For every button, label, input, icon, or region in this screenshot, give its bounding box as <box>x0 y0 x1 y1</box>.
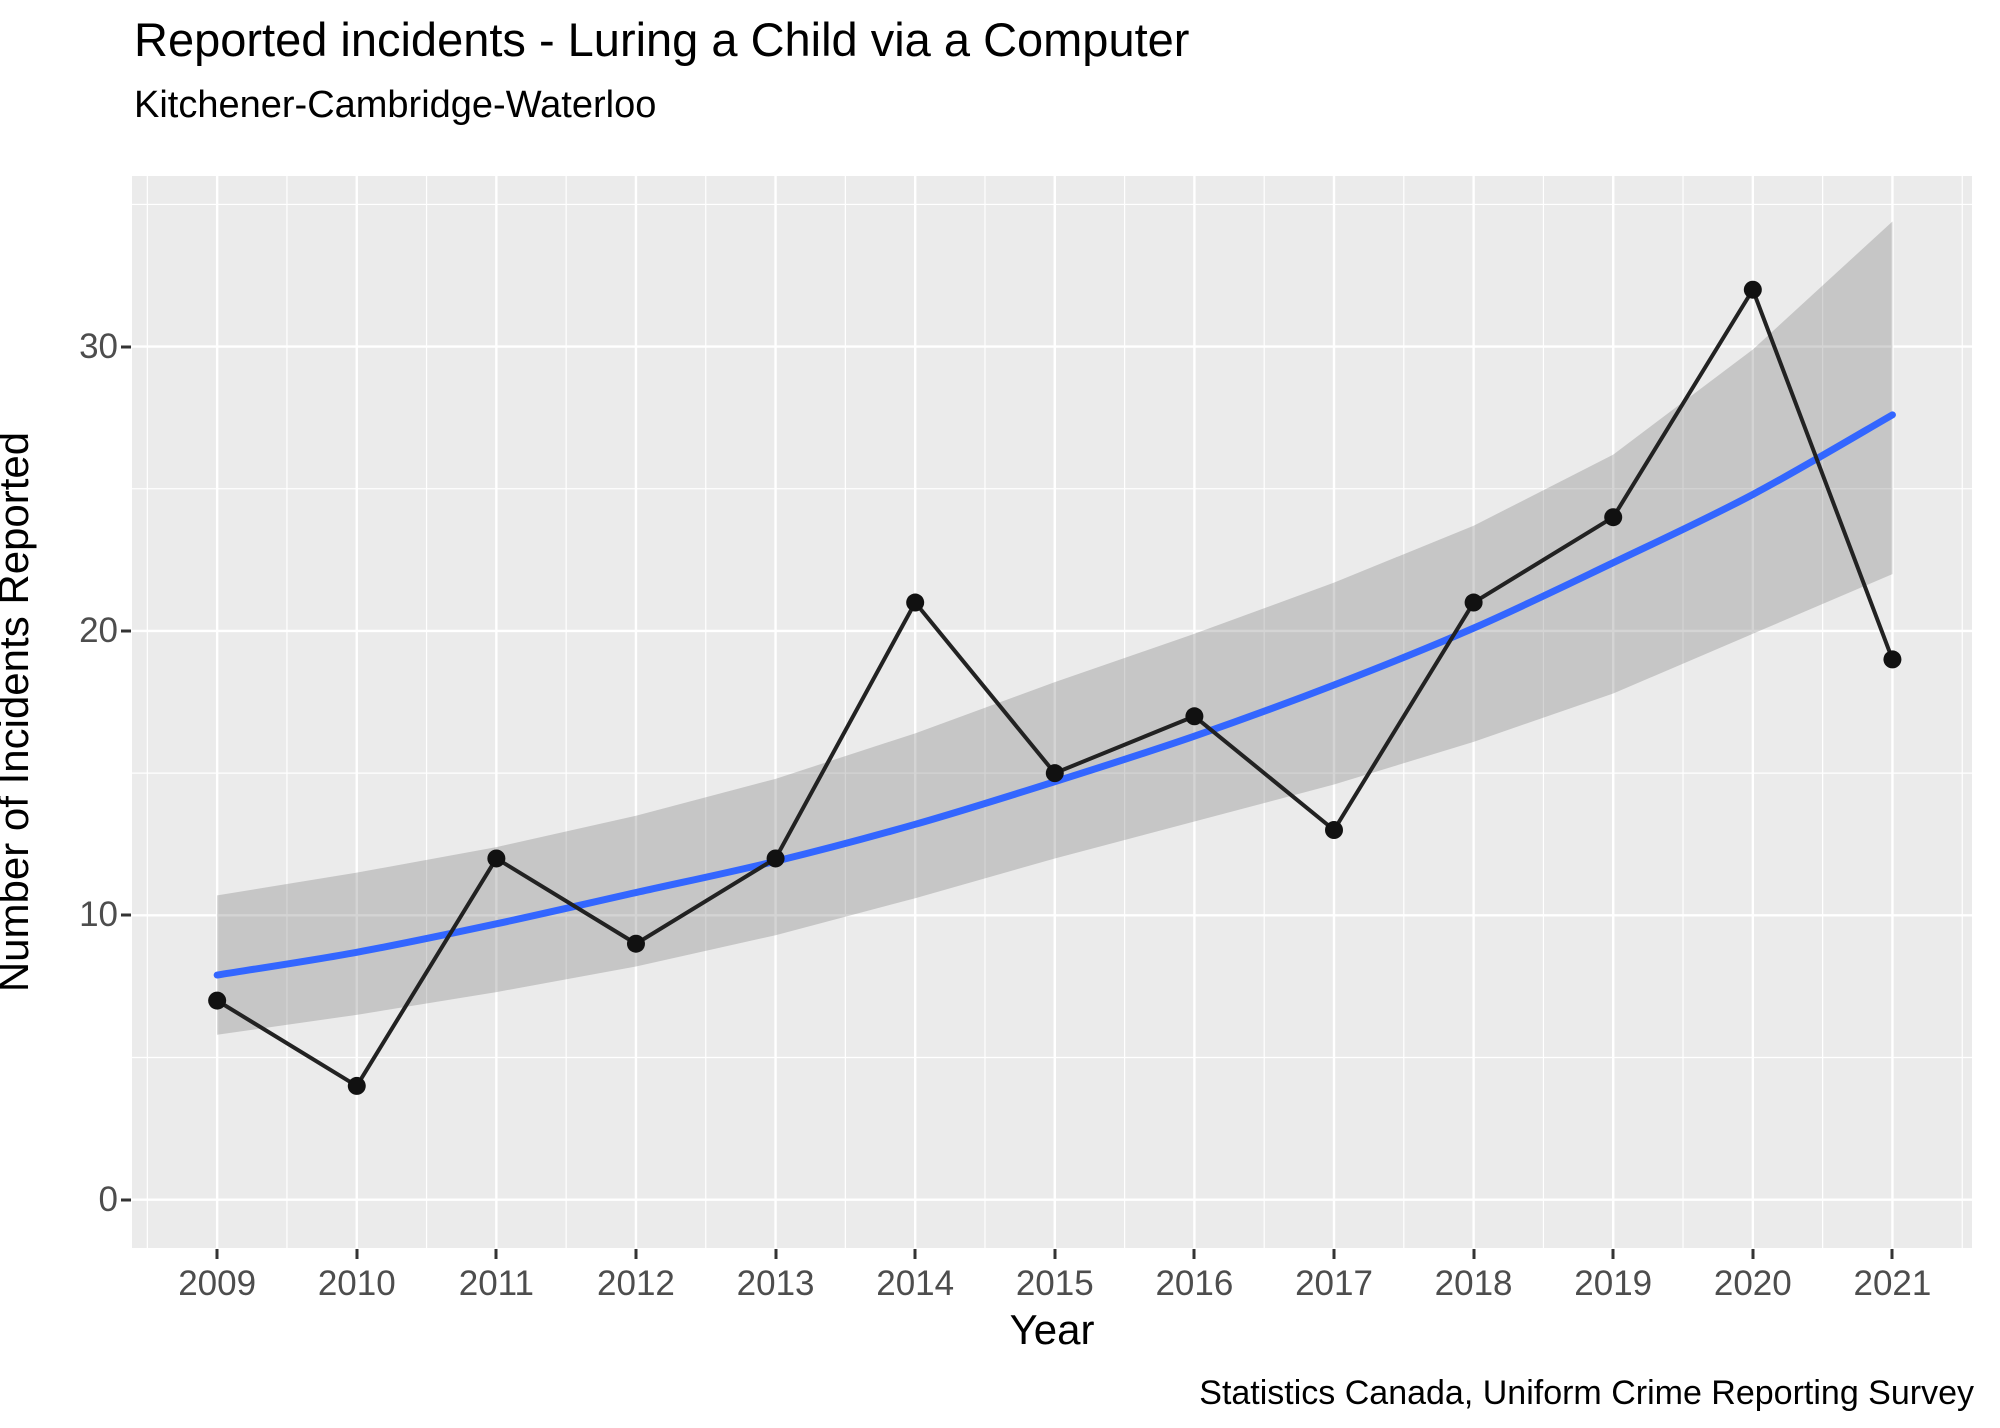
data-point <box>1883 650 1902 669</box>
data-point <box>1604 508 1623 527</box>
y-tick-label: 30 <box>79 326 118 366</box>
x-tick-label: 2014 <box>876 1264 955 1303</box>
y-tick-mark <box>121 345 131 349</box>
chart-canvas <box>132 176 1972 1248</box>
x-tick-mark <box>1611 1249 1615 1259</box>
x-tick-label: 2009 <box>178 1264 257 1303</box>
data-point <box>766 849 785 868</box>
x-tick-mark <box>1890 1249 1894 1259</box>
y-tick-mark <box>121 913 131 917</box>
y-axis-title: Number of Incidents Reported <box>0 431 37 993</box>
y-tick-mark <box>121 1198 131 1202</box>
trend-line <box>213 411 1896 979</box>
data-point <box>347 1076 366 1095</box>
data-point <box>487 849 506 868</box>
x-tick-mark <box>1332 1249 1336 1259</box>
x-axis-title: Year <box>1009 1306 1095 1353</box>
source-caption: Statistics Canada, Uniform Crime Reporti… <box>1199 1374 1974 1412</box>
x-tick-label: 2016 <box>1155 1264 1234 1303</box>
x-tick-label: 2015 <box>1015 1264 1094 1303</box>
x-tick-label: 2019 <box>1574 1264 1653 1303</box>
x-tick-label: 2018 <box>1434 1264 1513 1303</box>
confidence-band <box>217 221 1893 1035</box>
x-tick-label: 2013 <box>736 1264 815 1303</box>
x-tick-mark <box>1053 1249 1057 1259</box>
x-tick-label: 2012 <box>597 1264 675 1303</box>
x-tick-mark <box>774 1249 778 1259</box>
data-point <box>1743 280 1762 299</box>
chart-title: Reported incidents - Luring a Child via … <box>134 13 1190 66</box>
data-point <box>1185 707 1204 726</box>
x-tick-label: 2021 <box>1853 1264 1932 1303</box>
x-tick-mark <box>1751 1249 1755 1259</box>
x-tick-mark <box>355 1249 359 1259</box>
chart-subtitle: Kitchener-Cambridge-Waterloo <box>134 84 657 126</box>
y-tick-label: 0 <box>98 1179 118 1219</box>
x-tick-mark <box>913 1249 917 1259</box>
x-tick-mark <box>215 1249 219 1259</box>
x-tick-label: 2020 <box>1713 1264 1792 1303</box>
data-point <box>1464 593 1483 612</box>
y-tick-label: 20 <box>79 610 118 650</box>
x-tick-mark <box>494 1249 498 1259</box>
data-point <box>906 593 925 612</box>
x-tick-label: 2011 <box>458 1264 534 1303</box>
y-tick-mark <box>121 629 131 633</box>
data-point <box>1045 764 1064 783</box>
data-point <box>626 934 645 953</box>
x-tick-mark <box>634 1249 638 1259</box>
y-tick-label: 10 <box>79 895 118 935</box>
x-tick-label: 2017 <box>1295 1264 1373 1303</box>
x-tick-mark <box>1192 1249 1196 1259</box>
x-tick-mark <box>1472 1249 1476 1259</box>
data-point <box>208 991 227 1010</box>
x-tick-label: 2010 <box>317 1264 396 1303</box>
data-point <box>1325 821 1344 840</box>
plot-panel <box>132 176 1972 1248</box>
